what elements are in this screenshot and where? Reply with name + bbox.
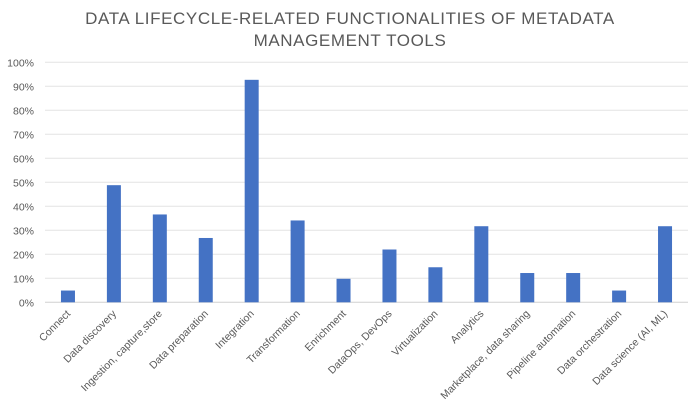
x-category-label: Ingestion, capture,store (79, 308, 165, 394)
bar (106, 185, 121, 303)
bar (336, 278, 351, 303)
y-tick-label: 50% (13, 177, 34, 189)
y-tick-label: 20% (13, 249, 34, 261)
x-category-label: Virtualization (390, 308, 441, 359)
y-tick-label: 60% (13, 153, 34, 165)
bar (290, 220, 305, 303)
chart-title-line-1: DATA LIFECYCLE-RELATED FUNCTIONALITIES O… (85, 9, 615, 28)
bar (566, 273, 581, 303)
bar (244, 79, 259, 303)
x-category-label: Connect (37, 308, 73, 344)
x-category-label: Analytics (448, 308, 486, 346)
bar (474, 226, 489, 303)
y-tick-label: 90% (13, 81, 34, 93)
bar (428, 267, 443, 303)
bar (658, 226, 673, 303)
x-category-label: Integration (213, 308, 257, 352)
y-tick-label: 80% (13, 105, 34, 117)
bar (612, 290, 627, 303)
y-tick-label: 30% (13, 225, 34, 237)
y-tick-label: 10% (13, 273, 34, 285)
bar (198, 237, 213, 303)
chart-title-line-2: MANAGEMENT TOOLS (254, 31, 447, 50)
y-tick-label: 0% (19, 297, 34, 309)
y-tick-label: 100% (7, 57, 34, 69)
x-category-label: Enrichment (303, 308, 349, 354)
x-category-label: Marketplace, data sharing (438, 308, 532, 402)
bar (152, 214, 167, 303)
y-tick-label: 40% (13, 201, 34, 213)
bar (382, 249, 397, 303)
bar (520, 273, 535, 303)
y-tick-label: 70% (13, 129, 34, 141)
bar (60, 290, 75, 303)
x-category-label: Data science (AI, ML) (590, 308, 670, 388)
